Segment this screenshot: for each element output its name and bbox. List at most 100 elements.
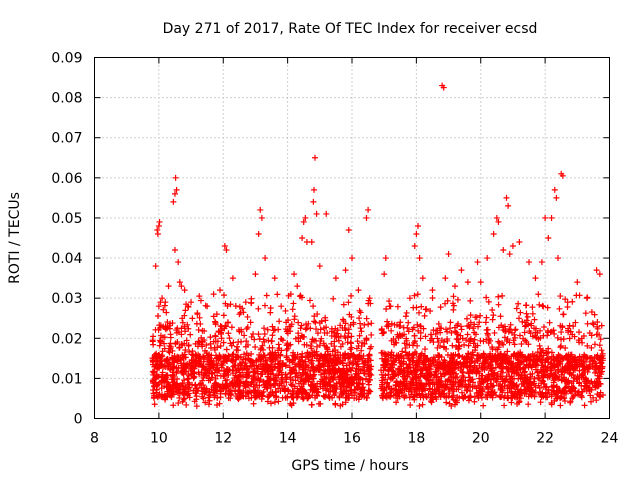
data-point-outlier: [548, 214, 555, 221]
data-point: [156, 337, 163, 344]
data-point: [585, 366, 592, 373]
data-point: [591, 354, 598, 361]
data-point: [490, 382, 497, 389]
data-point: [452, 397, 459, 404]
data-point: [240, 380, 247, 387]
data-point: [269, 389, 276, 396]
data-point: [400, 367, 407, 374]
data-point: [510, 337, 517, 344]
data-point: [442, 326, 449, 333]
data-point: [455, 361, 462, 368]
data-point: [331, 356, 338, 363]
data-point-outlier: [299, 235, 306, 241]
data-point: [561, 389, 568, 396]
data-point: [367, 345, 374, 352]
data-point: [442, 300, 449, 307]
data-point: [491, 329, 498, 336]
data-point: [428, 399, 435, 406]
data-point: [598, 322, 605, 329]
data-point: [260, 388, 267, 395]
data-point: [478, 378, 485, 385]
data-point: [320, 361, 327, 368]
data-point: [243, 325, 250, 332]
data-point: [365, 371, 372, 378]
data-point: [216, 383, 223, 390]
data-point: [346, 311, 353, 318]
data-point-outlier: [596, 271, 603, 278]
data-point: [583, 375, 590, 382]
data-point: [594, 319, 601, 326]
data-point: [435, 383, 442, 390]
data-point: [456, 353, 463, 360]
data-point: [357, 309, 364, 316]
data-point: [426, 385, 433, 392]
data-point: [516, 361, 523, 368]
data-point-outlier: [583, 295, 590, 302]
data-point: [236, 328, 243, 335]
data-point: [441, 393, 448, 400]
data-point: [476, 319, 483, 326]
data-point: [485, 371, 492, 378]
data-point: [586, 388, 593, 395]
data-point: [163, 357, 170, 364]
data-point: [414, 291, 421, 298]
data-point: [482, 319, 489, 326]
data-point: [201, 367, 208, 374]
data-point: [453, 336, 460, 343]
data-point: [193, 393, 200, 400]
data-point: [189, 315, 196, 322]
data-point: [578, 335, 585, 342]
data-point: [418, 382, 425, 389]
data-point: [381, 387, 388, 394]
data-point: [283, 376, 290, 383]
data-point: [379, 349, 386, 356]
data-point-outlier: [532, 275, 539, 282]
data-point: [489, 354, 496, 361]
data-point: [169, 372, 176, 379]
data-point: [521, 329, 528, 336]
data-point: [488, 365, 495, 372]
data-point: [231, 362, 238, 369]
data-point: [203, 342, 210, 349]
data-point: [535, 382, 542, 389]
data-point: [185, 325, 192, 332]
data-point: [276, 380, 283, 387]
data-point: [229, 351, 236, 358]
data-point: [239, 373, 246, 380]
data-point: [205, 394, 212, 401]
data-point: [560, 311, 567, 318]
data-point: [313, 388, 320, 395]
data-point: [201, 337, 208, 344]
data-point: [588, 398, 595, 405]
data-point: [345, 355, 352, 362]
data-point: [411, 338, 418, 345]
data-point: [405, 388, 412, 395]
data-point: [170, 402, 177, 409]
data-point: [527, 330, 534, 337]
data-point: [394, 303, 401, 310]
data-point: [595, 382, 602, 389]
data-point: [534, 362, 541, 369]
data-point-outlier: [311, 154, 318, 161]
data-point-outlier: [414, 222, 421, 229]
data-point: [516, 332, 523, 339]
data-point: [383, 380, 390, 387]
data-point: [151, 401, 158, 408]
data-point-outlier: [574, 279, 581, 286]
data-point: [282, 362, 289, 369]
data-point: [355, 356, 362, 363]
data-point-outlier: [440, 84, 447, 91]
data-point-outlier: [387, 303, 394, 310]
data-point: [154, 313, 161, 320]
data-point: [471, 362, 478, 369]
data-point: [152, 375, 159, 382]
data-point: [222, 322, 229, 329]
data-point: [308, 401, 315, 408]
data-point: [358, 328, 365, 335]
data-point: [544, 327, 551, 334]
data-point: [298, 353, 305, 360]
data-point: [446, 390, 453, 397]
data-point: [422, 387, 429, 394]
data-point: [422, 333, 429, 340]
